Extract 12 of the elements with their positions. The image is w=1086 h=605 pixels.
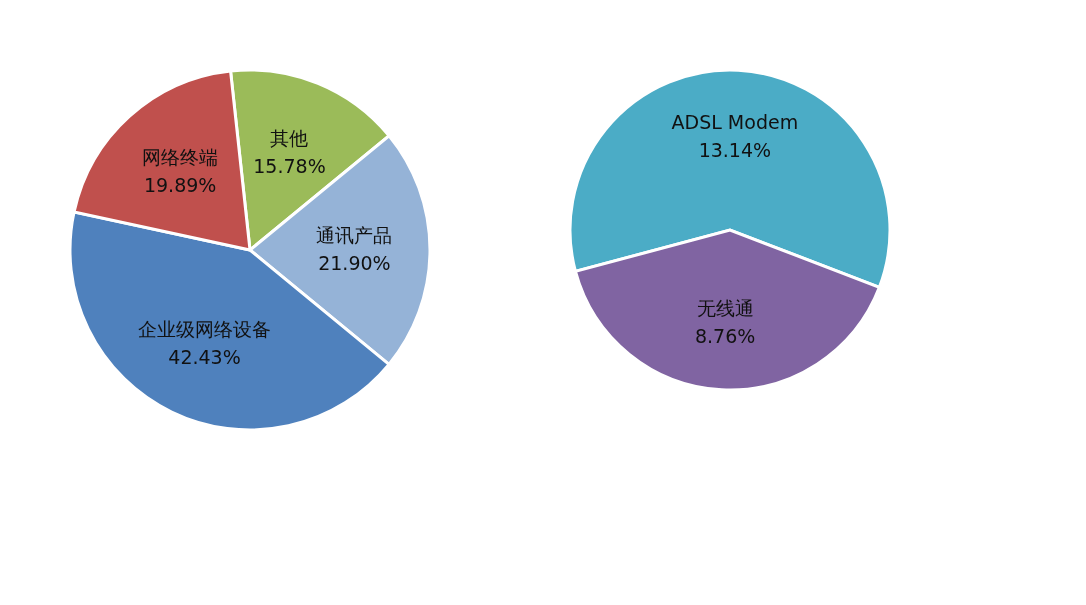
data-label: 19.89% (143, 174, 217, 197)
data-label: 21.90% (318, 252, 391, 275)
slice-label: ADSL Modem (671, 111, 799, 134)
slice-label: 无线通 (696, 296, 754, 319)
slice-label: 网络终端 (142, 146, 219, 169)
slice-label: 企业级网络设备 (138, 317, 272, 340)
data-label: 8.76% (694, 324, 756, 347)
data-label: 15.78% (253, 155, 326, 178)
slice-label: 通讯产品 (316, 224, 393, 247)
slice-label: 其他 (270, 127, 309, 150)
data-label: 13.14% (698, 139, 772, 162)
data-label: 42.43% (168, 345, 241, 368)
